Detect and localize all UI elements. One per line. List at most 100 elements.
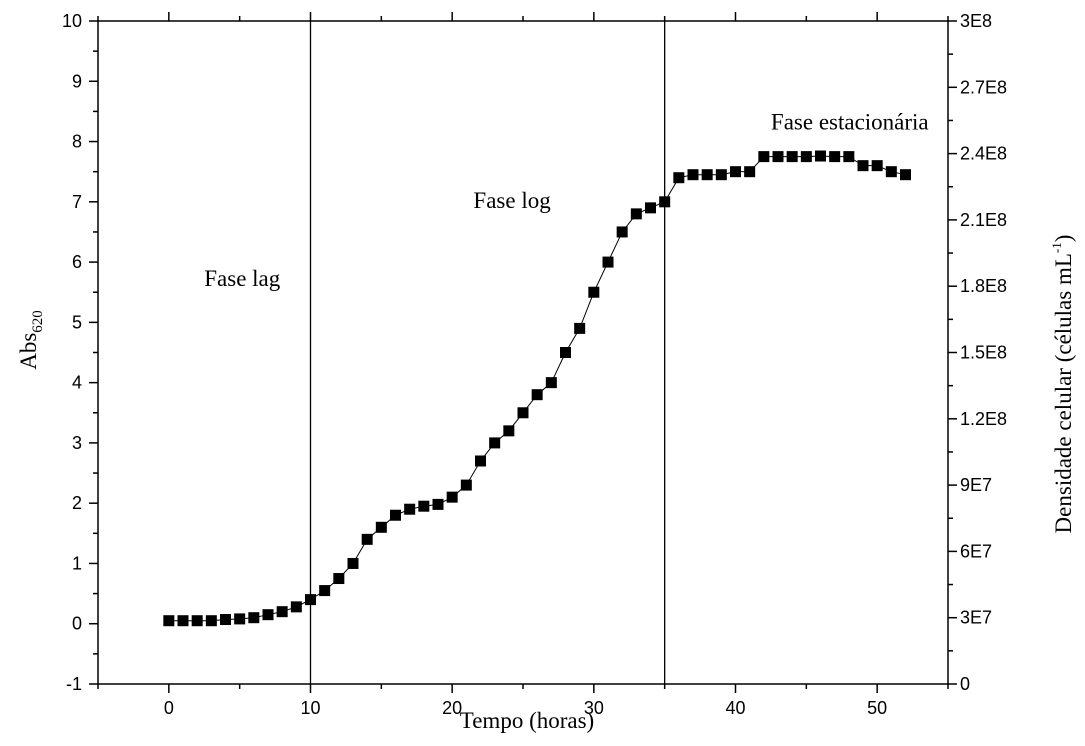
data-point-marker <box>829 151 841 163</box>
data-point-marker <box>857 160 869 172</box>
data-point-marker <box>715 169 727 181</box>
y-tick-label: 10 <box>62 11 82 31</box>
phase-label: Fase lag <box>204 266 281 291</box>
x-tick-label: 20 <box>442 698 462 718</box>
y-tick-label: 8 <box>72 132 82 152</box>
y-axis-title-base: Abs <box>16 333 41 370</box>
data-point-marker <box>560 347 571 358</box>
y2-tick-label: 2.1E8 <box>960 210 1007 230</box>
data-point-marker <box>744 166 756 178</box>
data-point-marker <box>758 151 770 163</box>
y2-tick-label: 0 <box>960 674 970 694</box>
data-point-marker <box>815 150 826 162</box>
y-tick-label: 3 <box>72 433 82 453</box>
y-tick-label: 6 <box>72 252 82 272</box>
y2-axis-title-text: Densidade celular (células mL <box>1051 253 1076 533</box>
y2-tick-label: 1.5E8 <box>960 343 1007 363</box>
data-point-marker <box>517 407 529 419</box>
y2-tick-label: 6E7 <box>960 541 992 561</box>
data-point-marker <box>205 615 217 627</box>
y-tick-label: 1 <box>72 553 82 573</box>
data-point-marker <box>630 208 642 220</box>
data-point-marker <box>234 613 246 625</box>
data-point-marker <box>404 503 416 515</box>
data-point-marker <box>446 491 458 503</box>
y2-axis-title: Densidade celular (células mL-1) <box>1049 235 1076 534</box>
series-line <box>168 155 906 622</box>
data-point-marker <box>333 573 345 585</box>
data-point-marker <box>588 286 600 298</box>
data-point-marker <box>531 389 543 401</box>
data-point-marker <box>645 202 656 214</box>
x-tick-label: 50 <box>867 698 887 718</box>
data-point-marker <box>843 151 855 163</box>
data-point-marker <box>772 151 784 163</box>
data-point-marker <box>390 509 401 521</box>
data-point-marker <box>460 479 472 491</box>
y-tick-label: -1 <box>66 674 82 694</box>
x-tick-label: 0 <box>164 698 174 718</box>
data-point-marker <box>574 322 586 334</box>
y-axis-title-subscript: 620 <box>30 310 46 333</box>
y-axis-left: -1 0 1 2 3 4 5 6 7 8 9 10 <box>62 11 98 694</box>
data-point-marker <box>361 533 373 545</box>
y2-tick-label: 9E7 <box>960 475 992 495</box>
y-axis-title: Abs620 <box>16 310 46 370</box>
data-point-marker <box>276 606 288 618</box>
x-tick-label: 10 <box>300 698 320 718</box>
data-point-marker <box>730 166 741 178</box>
x-axis-title: Tempo (horas) <box>460 708 594 733</box>
data-point-marker <box>220 614 231 626</box>
y2-tick-label: 3E7 <box>960 608 992 628</box>
data-point-marker <box>375 521 387 533</box>
x-tick-label: 30 <box>584 698 604 718</box>
y2-tick-label: 1.8E8 <box>960 276 1007 296</box>
data-point-marker <box>900 169 911 181</box>
y-tick-label: 7 <box>72 192 82 212</box>
y2-tick-label: 2.7E8 <box>960 77 1007 97</box>
data-point-marker <box>659 196 671 208</box>
y2-tick-label: 1.2E8 <box>960 409 1007 429</box>
data-point-marker <box>262 609 274 621</box>
data-point-marker <box>503 425 515 437</box>
y2-tick-label: 3E8 <box>960 11 992 31</box>
y-tick-label: 0 <box>72 614 82 634</box>
data-point-marker <box>701 169 713 181</box>
y-axis-right: 0 3E7 6E7 9E7 1.2E8 1.5E8 1.8E8 2.1E8 2.4E8 2.7E8… <box>948 11 1007 694</box>
data-point-marker <box>885 166 897 178</box>
phase-label: Fase log <box>473 188 551 213</box>
data-point-marker <box>475 455 486 467</box>
data-point-marker <box>248 612 260 624</box>
data-point-marker <box>545 377 557 389</box>
data-point-marker <box>786 151 798 163</box>
data-point-marker <box>602 256 614 268</box>
y2-axis-title-close: ) <box>1051 235 1076 243</box>
data-point-marker <box>163 615 175 627</box>
data-point-marker <box>432 498 444 510</box>
data-point-marker <box>489 437 501 449</box>
data-point-marker <box>305 594 316 606</box>
data-point-marker <box>871 160 883 172</box>
y2-axis-title-superscript: -1 <box>1049 242 1064 253</box>
y-tick-label: 9 <box>72 71 82 91</box>
phase-label: Fase estacionária <box>771 109 929 134</box>
y2-tick-label: 2.4E8 <box>960 144 1007 164</box>
data-point-marker <box>191 615 203 627</box>
y-tick-label: 2 <box>72 493 82 513</box>
phase-annotations: Fase lag Fase log Fase estacionária <box>204 109 928 291</box>
data-point-marker <box>687 169 699 181</box>
data-series <box>163 150 911 627</box>
data-point-marker <box>418 500 430 512</box>
data-point-marker <box>347 557 359 569</box>
x-axis: 0 10 20 30 40 50 <box>97 12 949 718</box>
phase-boundaries <box>309 21 666 684</box>
data-point-marker <box>290 601 302 613</box>
x-tick-label: 40 <box>725 698 745 718</box>
y-tick-label: 5 <box>72 312 82 332</box>
data-point-marker <box>800 151 812 163</box>
data-point-marker <box>673 172 685 184</box>
data-point-marker <box>616 226 628 238</box>
y-tick-label: 4 <box>72 373 82 393</box>
data-point-marker <box>319 585 331 597</box>
